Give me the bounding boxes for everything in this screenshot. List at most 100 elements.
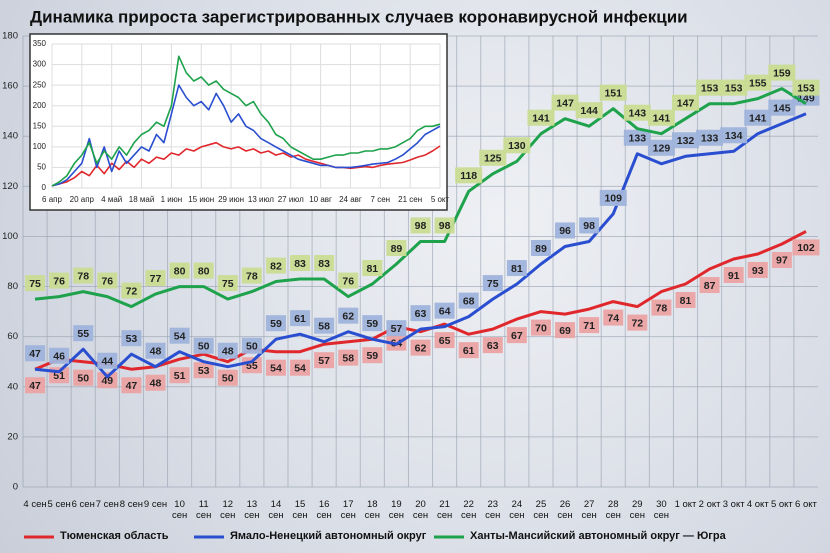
data-label-box: [771, 251, 792, 268]
data-label: 71: [583, 320, 595, 332]
series-line: [34, 112, 807, 379]
data-label-box: [73, 369, 94, 386]
data-label-box: [575, 102, 603, 119]
data-label: 64: [439, 305, 451, 317]
data-label-box: [241, 267, 262, 284]
x-tick-label: 22 сен: [461, 499, 477, 521]
x-tick-label: 15 июн: [188, 195, 214, 204]
data-label-box: [169, 262, 190, 279]
data-label-box: [265, 359, 286, 376]
data-label: 93: [752, 265, 764, 277]
x-tick-label: 2 окт: [698, 499, 721, 510]
data-label-box: [217, 275, 238, 292]
data-label-box: [696, 129, 724, 146]
data-label-box: [792, 239, 820, 256]
data-label: 46: [53, 351, 65, 363]
data-label: 133: [629, 133, 647, 145]
data-label: 72: [631, 317, 643, 329]
x-tick-label: 18 май: [129, 195, 155, 204]
data-label: 48: [150, 346, 162, 358]
data-label-box: [169, 367, 190, 384]
data-label: 159: [773, 67, 791, 79]
x-tick-label: 14 сен: [268, 499, 284, 521]
y-tick-label: 180: [2, 31, 18, 42]
data-label: 48: [150, 378, 162, 390]
series-line: [51, 55, 441, 187]
x-tick-label: 1 окт: [674, 499, 697, 510]
series-line: [34, 230, 807, 371]
data-label: 144: [580, 105, 598, 117]
legend-label: Ханты-Мансийский автономный округ — Югра: [470, 530, 726, 542]
data-label: 54: [174, 330, 186, 342]
data-label-box: [627, 314, 648, 331]
data-label: 59: [270, 318, 282, 330]
x-tick-label: 11 сен: [196, 499, 212, 521]
x-tick-label: 29 сен: [629, 499, 645, 521]
x-tick-label: 5 окт: [770, 499, 793, 510]
x-tick-label: 4 окт: [746, 499, 769, 510]
data-label: 98: [439, 220, 451, 232]
x-tick-label: 13 июл: [248, 195, 274, 204]
data-label: 130: [508, 140, 526, 152]
legend-label: Тюменская область: [60, 530, 169, 542]
data-label-box: [193, 262, 214, 279]
data-label-box: [217, 342, 238, 359]
data-label: 53: [198, 365, 210, 377]
data-label: 89: [391, 243, 403, 255]
data-label-box: [97, 372, 118, 389]
data-label: 151: [604, 87, 622, 99]
data-label-box: [599, 84, 627, 101]
data-label: 55: [246, 360, 258, 372]
data-label-box: [530, 319, 551, 336]
data-label: 141: [749, 112, 767, 124]
data-label-box: [434, 332, 455, 349]
data-label-box: [193, 337, 214, 354]
x-tick-label: 20 апр: [70, 195, 95, 204]
data-label: 83: [318, 258, 330, 270]
data-label-box: [73, 325, 94, 342]
data-label-box: [73, 267, 94, 284]
data-label-box: [599, 189, 627, 206]
x-tick-label: 4 май: [101, 195, 122, 204]
data-label-box: [25, 377, 46, 394]
data-label: 78: [77, 270, 89, 282]
data-label-box: [362, 315, 383, 332]
data-label: 51: [174, 370, 186, 382]
x-tick-label: 30 сен: [653, 499, 670, 521]
data-label-box: [482, 275, 503, 292]
data-label-box: [672, 94, 699, 111]
y-tick-label: 200: [33, 101, 47, 110]
data-label-box: [744, 109, 772, 126]
data-label-box: [482, 337, 503, 354]
data-label: 91: [728, 270, 740, 282]
x-tick-label: 5 окт: [431, 195, 450, 204]
data-label-box: [723, 266, 744, 283]
data-label: 57: [391, 323, 403, 335]
data-label: 118: [460, 170, 477, 182]
data-label-box: [434, 217, 455, 234]
data-label-box: [455, 167, 483, 184]
data-label: 74: [607, 312, 619, 324]
data-label: 134: [725, 130, 743, 142]
data-label-box: [603, 309, 624, 326]
data-label-box: [651, 299, 672, 316]
data-label: 81: [680, 295, 692, 307]
data-label: 153: [701, 82, 719, 94]
data-label: 50: [198, 341, 210, 353]
x-tick-label: 24 сен: [509, 499, 525, 521]
y-tick-label: 300: [33, 60, 47, 69]
x-tick-label: 28 сен: [605, 499, 621, 521]
data-label-box: [169, 327, 190, 344]
x-tick-label: 8 сен: [119, 499, 143, 510]
data-label: 51: [53, 370, 65, 382]
y-tick-label: 0: [13, 482, 18, 493]
y-tick-label: 160: [2, 81, 18, 92]
data-label: 102: [797, 242, 815, 254]
data-label-box: [145, 270, 166, 287]
data-label-box: [145, 374, 166, 391]
x-tick-label: 4 сен: [23, 499, 47, 510]
x-tick-label: 29 июн: [218, 195, 244, 204]
y-tick-label: 350: [33, 39, 47, 48]
x-tick-label: 5 сен: [47, 499, 71, 510]
